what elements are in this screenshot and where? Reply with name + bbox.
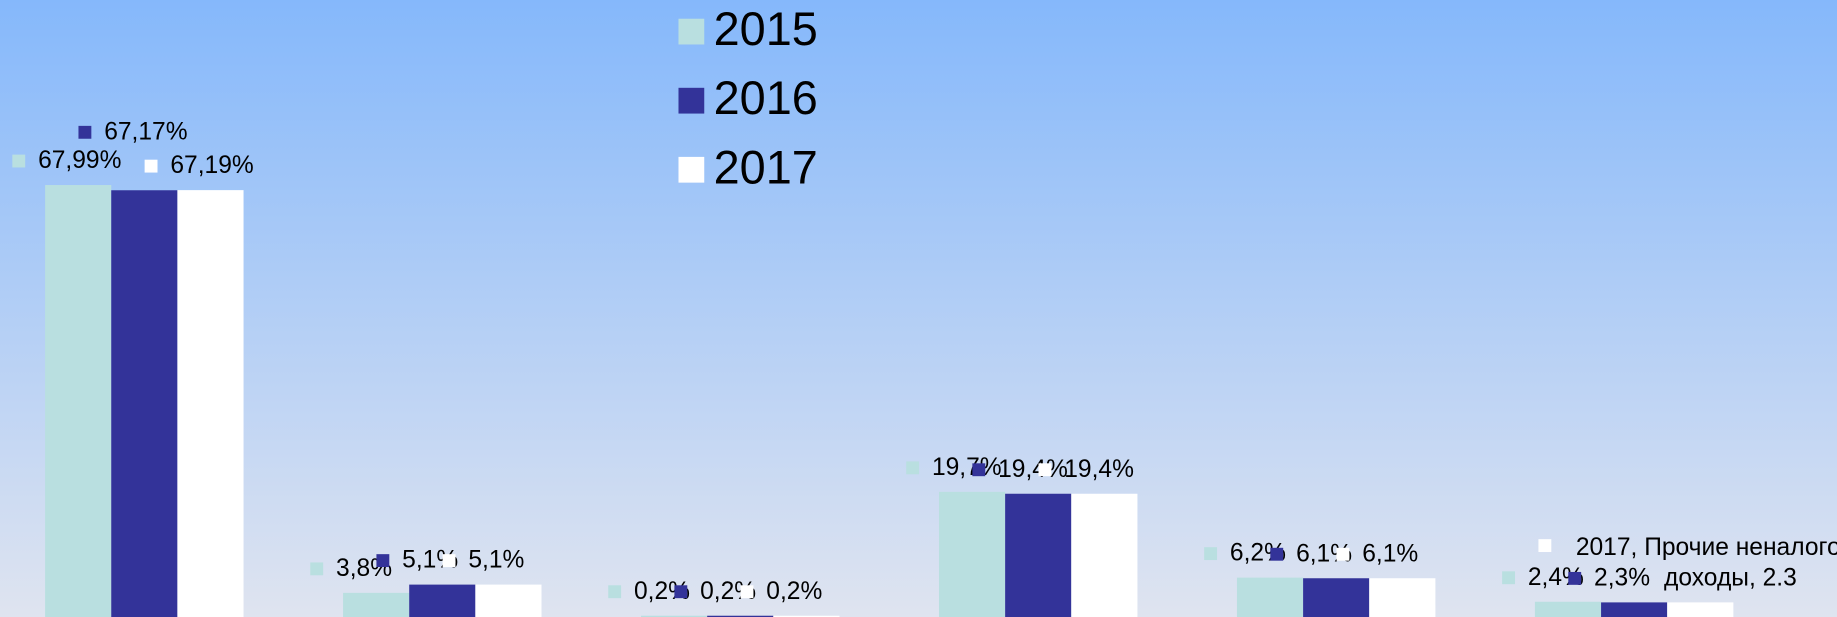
data-label-key: [442, 554, 456, 568]
bar: [1236, 577, 1304, 617]
data-label-key: [674, 585, 688, 599]
data-label: 19,4%: [998, 456, 1068, 483]
bar: [409, 584, 476, 617]
legend-label: 2015: [714, 3, 818, 55]
bar: [1071, 493, 1138, 617]
data-label-key: [1336, 547, 1350, 561]
bar: [45, 185, 112, 617]
data-label: 5,1%: [468, 547, 524, 574]
data-label: 67,99%: [38, 147, 121, 174]
legend-key: [678, 87, 705, 114]
data-label-key: [1568, 571, 1582, 585]
bar: [111, 190, 178, 617]
data-label: 67,19%: [170, 152, 253, 179]
legend-label: 2016: [714, 72, 818, 124]
legend-label: 2017: [714, 141, 818, 193]
legend-key: [678, 156, 705, 183]
bar: [475, 584, 542, 617]
bar: [177, 190, 244, 617]
bar: [773, 615, 840, 617]
bar: [1534, 601, 1602, 617]
data-label-key: [1502, 571, 1516, 585]
bar: [1005, 493, 1072, 617]
data-label-box: 2017, Прочие неналоговые доходы, 2.3: [1575, 533, 1837, 591]
data-label-key: [78, 125, 92, 139]
data-label-key: [144, 159, 158, 173]
bar: [1601, 602, 1668, 617]
bar: [1667, 602, 1734, 617]
data-label-key: [740, 585, 754, 599]
data-label-key: [1538, 539, 1552, 553]
data-label-key: [608, 585, 622, 599]
data-label-key: [1204, 547, 1218, 561]
bar: [938, 491, 1006, 617]
bar: [1303, 578, 1370, 617]
bar: [1369, 578, 1436, 617]
data-label: 67,17%: [104, 118, 187, 145]
data-label-key: [376, 554, 390, 568]
data-label-key: [1038, 463, 1052, 477]
data-label-key: [310, 562, 324, 576]
data-label-key: [12, 154, 26, 168]
data-label-key: [1270, 547, 1284, 561]
data-label: 0,2%: [766, 578, 822, 605]
data-label: 6,1%: [1362, 540, 1418, 567]
data-label-key: [972, 463, 986, 477]
data-label: 2017, Прочие неналоговые доходы, 2.3: [1575, 533, 1837, 591]
bar: [343, 592, 410, 617]
bar: [707, 615, 774, 617]
data-label: 19,4%: [1064, 456, 1134, 483]
data-label: 19,7%: [932, 454, 1002, 481]
data-label-key: [906, 461, 920, 475]
legend-key: [678, 18, 705, 45]
data-label: 2,3%: [1594, 564, 1650, 591]
bar: [641, 615, 708, 617]
